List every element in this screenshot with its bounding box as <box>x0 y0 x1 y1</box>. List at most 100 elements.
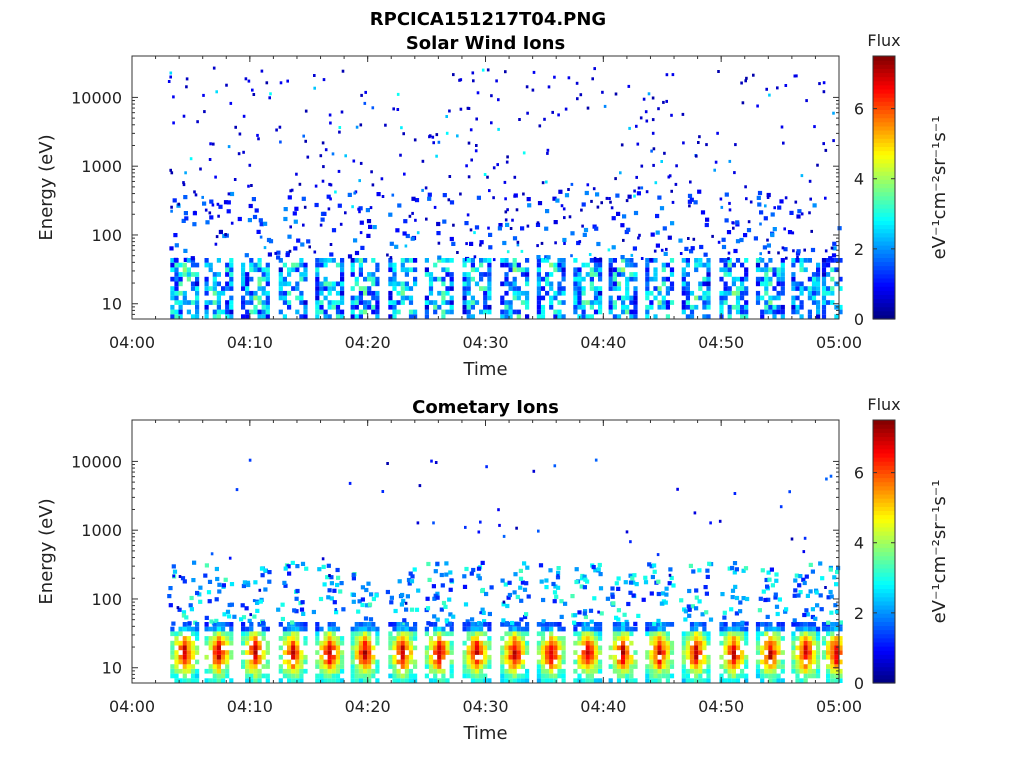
spectrogram-point <box>670 189 673 193</box>
spectrogram-cell <box>649 640 654 646</box>
spectrogram-cell <box>797 209 802 214</box>
spectrogram-point <box>459 107 463 111</box>
spectrogram-cell <box>838 636 843 641</box>
spectrogram-cell <box>212 668 217 674</box>
spectrogram-cell <box>549 272 554 277</box>
spectrogram-cell <box>174 276 179 282</box>
spectrogram-cell <box>540 673 546 679</box>
spectrogram-cell <box>474 300 480 305</box>
spectrogram-point <box>172 95 175 99</box>
spectrogram-cell <box>659 206 665 211</box>
spectrogram-cell <box>397 203 402 208</box>
spectrogram-cell <box>500 664 505 669</box>
spectrogram-cell <box>812 203 817 208</box>
spectrogram-cell <box>319 673 324 679</box>
spectrogram-cell <box>581 262 586 268</box>
spectrogram-cell <box>734 611 739 616</box>
spectrogram-cell <box>612 631 617 637</box>
spectrogram-cell <box>525 673 530 679</box>
spectrogram-cell <box>265 678 270 683</box>
spectrogram-cell <box>471 567 476 573</box>
spectrogram-cell <box>625 309 630 315</box>
colorbar-segment <box>873 253 895 258</box>
spectrogram-point <box>553 464 557 468</box>
spectrogram-cell <box>549 659 554 665</box>
spectrogram-cell <box>520 300 526 305</box>
spectrogram-cell <box>192 222 197 227</box>
spectrogram-cell <box>174 659 179 665</box>
spectrogram-cell <box>265 309 270 315</box>
spectrogram-cell <box>690 604 695 609</box>
spectrogram-cell <box>816 631 821 637</box>
spectrogram-cell <box>775 611 780 617</box>
spectrogram-cell <box>299 650 304 655</box>
spectrogram-cell <box>335 640 341 646</box>
spectrogram-cell <box>645 314 650 319</box>
spectrogram-cell <box>655 243 660 248</box>
spectrogram-cell <box>287 290 292 296</box>
spectrogram-point <box>338 130 341 134</box>
spectrogram-cell <box>303 300 308 305</box>
spectrogram-point <box>601 90 604 94</box>
spectrogram-cell <box>694 262 699 268</box>
spectrogram-cell <box>392 626 397 632</box>
spectrogram-cell <box>799 262 804 268</box>
spectrogram-cell <box>589 659 594 665</box>
spectrogram-cell <box>462 584 468 589</box>
spectrogram-cell <box>768 645 773 651</box>
spectrogram-cell <box>723 626 728 632</box>
spectrogram-cell <box>462 622 467 627</box>
spectrogram-cell <box>561 636 566 641</box>
spectrogram-cell <box>253 636 258 641</box>
spectrogram-cell <box>249 276 254 282</box>
spectrogram-cell <box>703 252 708 257</box>
spectrogram-cell <box>470 314 475 319</box>
spectrogram-cell <box>598 572 603 577</box>
spectrogram-cell <box>449 272 454 277</box>
spectrogram-cell <box>469 571 474 576</box>
spectrogram-cell <box>216 678 221 683</box>
spectrogram-cell <box>190 678 196 683</box>
spectrogram-cell <box>354 654 359 660</box>
spectrogram-point <box>319 223 323 227</box>
spectrogram-cell <box>593 290 599 296</box>
spectrogram-cell <box>413 258 418 263</box>
spectrogram-cell <box>791 654 796 660</box>
spectrogram-cell <box>245 664 250 669</box>
spectrogram-cell <box>760 622 765 627</box>
spectrogram-cell <box>358 622 363 627</box>
spectrogram-cell <box>295 673 300 679</box>
spectrogram-cell <box>174 664 179 669</box>
spectrogram-cell <box>593 568 598 573</box>
spectrogram-cell <box>705 217 710 222</box>
spectrogram-cell <box>765 614 770 619</box>
spectrogram-cell <box>643 580 649 585</box>
spectrogram-cell <box>178 309 183 315</box>
colorbar-segment <box>873 121 895 127</box>
spectrogram-cell <box>661 650 666 655</box>
spectrogram-cell <box>657 304 662 310</box>
spectrogram-point <box>247 79 251 83</box>
spectrogram-cell <box>470 304 475 310</box>
spectrogram-cell <box>388 673 393 679</box>
spectrogram-cell <box>303 626 308 632</box>
spectrogram-cell <box>508 314 513 319</box>
spectrogram-cell <box>182 272 187 277</box>
spectrogram-point <box>667 175 671 179</box>
spectrogram-cell <box>173 233 178 238</box>
colorbar-segment <box>873 674 895 680</box>
spectrogram-cell <box>367 650 372 655</box>
spectrogram-cell <box>249 258 254 263</box>
x-tick-label: 05:00 <box>816 333 862 352</box>
spectrogram-cell <box>278 664 283 669</box>
spectrogram-cell <box>776 290 781 296</box>
spectrogram-cell <box>479 240 484 245</box>
spectrogram-cell <box>182 654 187 660</box>
spectrogram-cell <box>178 300 183 305</box>
spectrogram-cell <box>190 286 196 291</box>
spectrogram-cell <box>633 678 638 683</box>
spectrogram-cell <box>755 673 761 679</box>
spectrogram-cell <box>516 626 521 632</box>
spectrogram-cell <box>216 281 221 287</box>
spectrogram-cell <box>445 631 450 637</box>
